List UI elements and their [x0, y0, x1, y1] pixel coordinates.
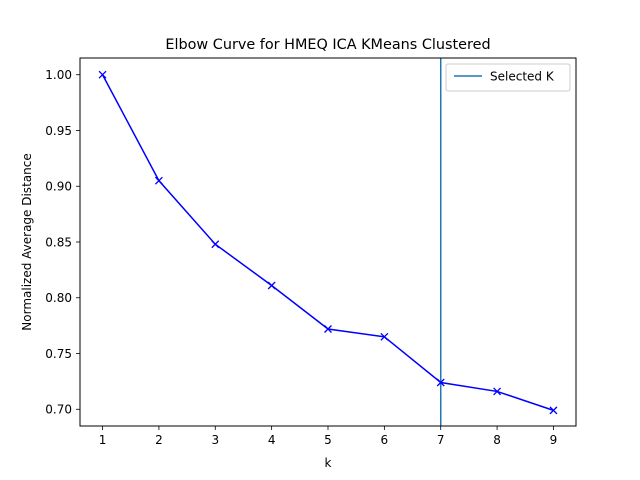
y-tick-label: 0.80	[45, 291, 72, 305]
data-point-k7	[436, 378, 445, 387]
x-axis-ticks: 1 2 3 4 5 6 7 8 9	[99, 426, 558, 447]
y-tick-label: 0.75	[45, 347, 72, 361]
legend-label-selected-k: Selected K	[490, 70, 555, 84]
x-tick-label: 9	[550, 433, 558, 447]
x-tick-label: 2	[155, 433, 163, 447]
y-axis-label: Normalized Average Distance	[20, 153, 34, 330]
legend: Selected K	[445, 63, 571, 92]
chart-title: Elbow Curve for HMEQ ICA KMeans Clustere…	[165, 37, 490, 53]
y-tick-label: 0.90	[45, 180, 72, 194]
x-tick-label: 6	[381, 433, 389, 447]
data-point-k1	[98, 70, 107, 79]
data-point-k9	[549, 406, 558, 415]
x-axis-label: k	[325, 456, 332, 470]
data-point-k6	[380, 332, 389, 341]
x-tick-label: 4	[268, 433, 276, 447]
y-tick-label: 0.95	[45, 124, 72, 138]
y-tick-label: 0.70	[45, 403, 72, 417]
x-tick-label: 1	[99, 433, 107, 447]
data-point-k3	[211, 240, 220, 249]
x-tick-label: 3	[211, 433, 219, 447]
x-tick-label: 5	[324, 433, 332, 447]
y-tick-label: 0.85	[45, 235, 72, 249]
legend-box	[445, 63, 571, 92]
data-point-k8	[493, 387, 502, 396]
data-point-k5	[324, 325, 332, 333]
data-point-k2	[154, 176, 163, 185]
y-tick-label: 1.00	[45, 68, 72, 82]
x-tick-label: 8	[493, 433, 501, 447]
x-tick-label: 7	[437, 433, 445, 447]
data-point-k4	[267, 281, 276, 290]
y-axis-ticks: 1.00 0.95 0.90 0.85 0.80 0.75 0.70	[45, 68, 80, 417]
series-layer	[98, 70, 558, 415]
